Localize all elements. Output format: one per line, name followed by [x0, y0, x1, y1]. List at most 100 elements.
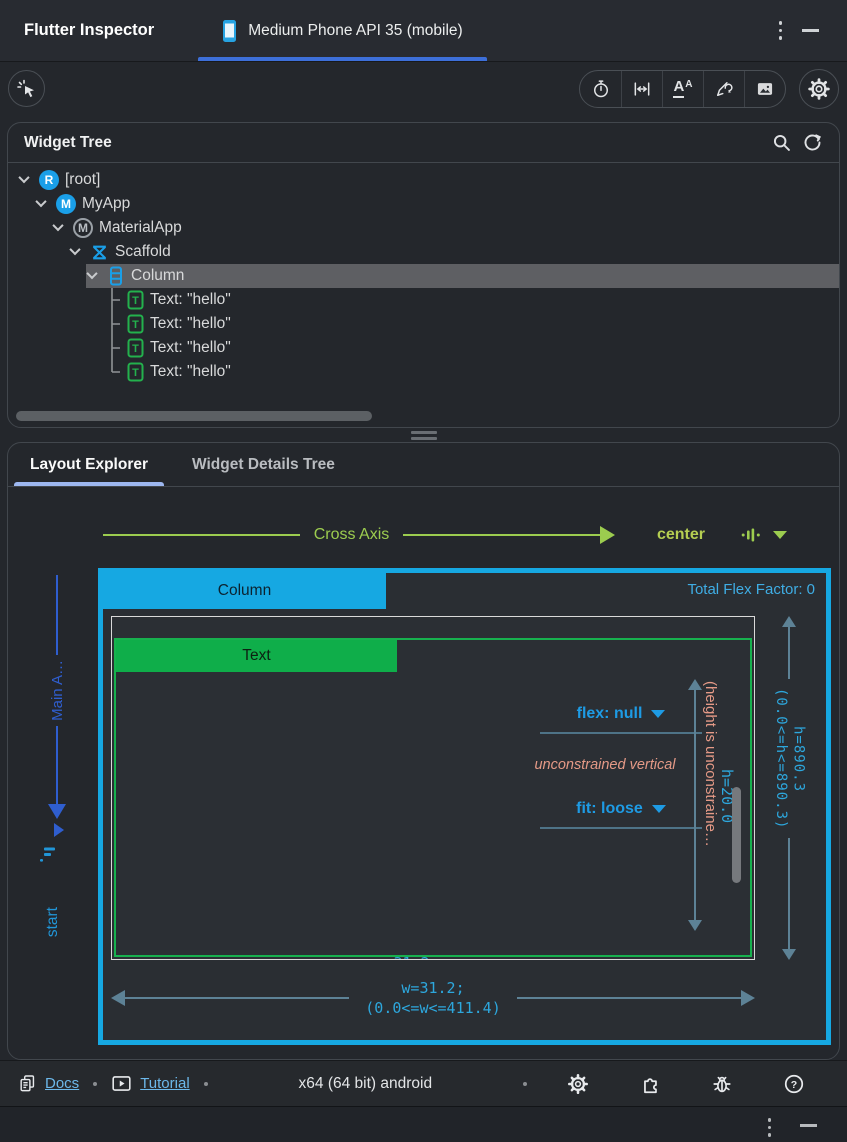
tree-row-content[interactable]: Column: [86, 264, 839, 288]
slow-animations-button[interactable]: [580, 71, 621, 107]
tree-row[interactable]: Scaffold: [8, 240, 839, 264]
help-glyph: ?: [791, 1078, 797, 1090]
svg-text:T: T: [132, 367, 139, 379]
panel-splitter-handle[interactable]: [0, 428, 847, 442]
flex-dropdown[interactable]: flex: null: [577, 705, 666, 723]
separator-dot: [93, 1081, 98, 1086]
widget-tree-title: Widget Tree: [24, 133, 112, 151]
search-icon[interactable]: [771, 132, 792, 153]
vertical-scrollbar-thumb[interactable]: [732, 787, 741, 883]
separator-dot: [203, 1081, 208, 1086]
slow-animations-icon: [591, 79, 611, 99]
overflow-menu-icon[interactable]: [764, 1114, 776, 1141]
status-bar: Docs Tutorial x64 (64 bit) android: [0, 1060, 847, 1106]
tree-row[interactable]: R [root]: [8, 168, 839, 192]
column-widget-diagram: Column Total Flex Factor: 0 Text flex: n…: [98, 568, 831, 1045]
tree-row-content[interactable]: M MaterialApp: [52, 216, 839, 240]
tutorial-link[interactable]: Tutorial: [111, 1073, 190, 1094]
device-tab[interactable]: Medium Phone API 35 (mobile): [198, 0, 487, 61]
horizontal-scrollbar[interactable]: [16, 411, 372, 421]
total-flex-factor: Total Flex Factor: 0: [687, 581, 815, 598]
unconstrained-height-arrow: [688, 679, 702, 931]
minimize-icon[interactable]: [800, 1124, 817, 1127]
column-icon: [107, 266, 125, 286]
cross-axis-alignment-value[interactable]: center: [656, 526, 705, 543]
refresh-icon[interactable]: [802, 132, 823, 153]
tree-row[interactable]: M MyApp: [8, 192, 839, 216]
tree-row[interactable]: T Text: "hello": [8, 312, 839, 336]
widget-tree-header: Widget Tree: [8, 123, 839, 163]
chevron-down-icon[interactable]: [52, 219, 64, 231]
tree-row-content[interactable]: T Text: "hello": [103, 312, 839, 336]
cross-axis-arrowhead: [599, 526, 615, 544]
tree-row[interactable]: T Text: "hello": [8, 336, 839, 360]
tree-row-content[interactable]: T Text: "hello": [103, 336, 839, 360]
flex-control: flex: null: [540, 705, 702, 734]
chevron-down-icon[interactable]: [86, 267, 98, 279]
widget-tree-panel: Widget Tree R [root] M MyApp M MaterialApp Sca…: [7, 122, 840, 428]
tree-row[interactable]: M MaterialApp: [8, 216, 839, 240]
settings-icon[interactable]: [567, 1073, 589, 1095]
widget-label: Text: "hello": [150, 363, 231, 380]
widget-tree-list: R [root] M MyApp M MaterialApp Scaffold Column T…: [8, 163, 839, 427]
text-widget-box[interactable]: Text: [114, 638, 752, 957]
widget-label: Text: "hello": [150, 315, 231, 332]
tree-row-content[interactable]: M MyApp: [35, 192, 839, 216]
cross-axis-alignment-icon[interactable]: [741, 526, 761, 544]
minimize-icon[interactable]: [802, 29, 819, 32]
fit-dropdown[interactable]: fit: loose: [576, 800, 666, 818]
column-widget-tab[interactable]: Column: [103, 573, 386, 609]
widget-label: MyApp: [82, 195, 131, 212]
widget-label: MaterialApp: [99, 219, 182, 236]
tab-layout-explorer[interactable]: Layout Explorer: [8, 443, 170, 486]
report-bug-icon[interactable]: [711, 1073, 733, 1095]
settings-button[interactable]: [799, 68, 839, 109]
unconstrained-note: unconstrained vertical: [534, 757, 676, 773]
tree-connector: [103, 312, 121, 336]
device-tab-underline: [198, 57, 487, 61]
main-axis-arrowhead: [48, 803, 66, 819]
tree-row[interactable]: T Text: "hello": [8, 288, 839, 312]
clipped-width-label: w=31.2;: [352, 954, 462, 959]
cross-axis-label: Cross Axis: [313, 526, 390, 543]
highlight-oversized-images-button[interactable]: [744, 70, 785, 107]
widget-label: Text: "hello": [150, 291, 231, 308]
platform-label: x64 (64 bit) android: [298, 1074, 433, 1092]
scaffold-icon: [90, 243, 109, 262]
select-widget-mode-button[interactable]: [8, 70, 45, 107]
svg-text:T: T: [132, 295, 139, 307]
text-widget-tab[interactable]: Text: [116, 640, 397, 672]
svg-text:T: T: [132, 343, 139, 355]
flex-dropdown-rule: [540, 732, 702, 734]
tree-connector: [103, 336, 121, 360]
chevron-down-icon[interactable]: [18, 171, 30, 183]
main-axis-dropdown-caret[interactable]: [54, 823, 64, 837]
width-annotation: w=31.2; (0.0<=w<=411.4): [111, 978, 755, 1019]
tree-row[interactable]: T Text: "hello": [8, 360, 839, 384]
docs-link[interactable]: Docs: [18, 1074, 79, 1093]
tab-widget-details-tree[interactable]: Widget Details Tree: [192, 455, 335, 473]
main-axis-alignment-icon[interactable]: [38, 845, 58, 865]
help-icon[interactable]: ?: [783, 1073, 805, 1095]
page-title: Flutter Inspector: [24, 21, 155, 39]
highlight-repaints-button[interactable]: [703, 70, 744, 107]
text-icon: T: [127, 314, 144, 334]
extensions-icon[interactable]: [639, 1073, 661, 1095]
title-bar: Flutter Inspector Medium Phone API 35 (m…: [0, 0, 847, 62]
tree-row[interactable]: Column: [8, 264, 839, 288]
cross-axis-dropdown-caret[interactable]: [773, 531, 787, 539]
show-guidelines-button[interactable]: [621, 70, 662, 107]
tree-row-content[interactable]: Scaffold: [69, 240, 839, 264]
tree-row-content[interactable]: T Text: "hello": [103, 360, 839, 384]
show-guidelines-icon: [632, 79, 652, 99]
overflow-menu-icon[interactable]: [775, 17, 787, 44]
layout-explorer-panel: Layout Explorer Widget Details Tree Cros…: [7, 442, 840, 1060]
chevron-down-icon[interactable]: [35, 195, 47, 207]
main-axis-alignment-value[interactable]: start: [44, 907, 61, 938]
tutorial-video-icon: [111, 1073, 132, 1094]
highlight-repaints-icon: [714, 79, 734, 99]
chevron-down-icon[interactable]: [69, 243, 81, 255]
tree-row-content[interactable]: T Text: "hello": [103, 288, 839, 312]
tree-row-content[interactable]: R [root]: [18, 168, 839, 192]
